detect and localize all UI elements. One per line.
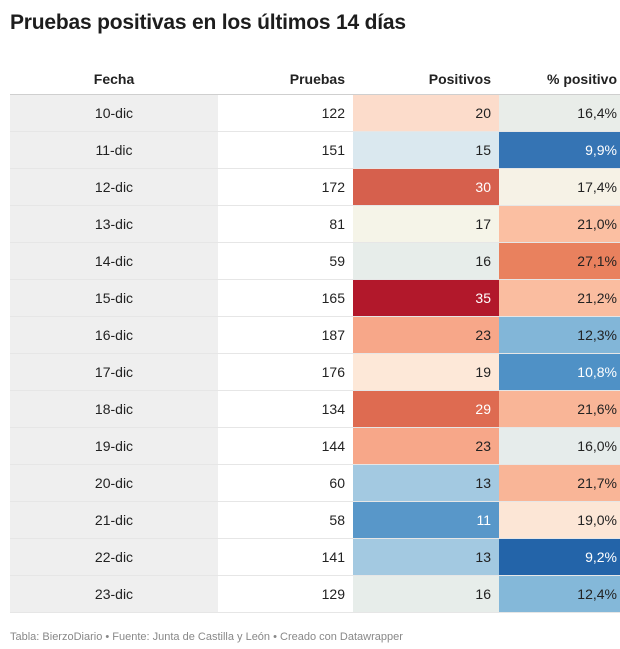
cell-pct-positivo: 12,3%	[499, 316, 620, 354]
cell-fecha: 12-dic	[10, 168, 218, 206]
table-row: 22-dic 141 13 9,2%	[10, 538, 620, 576]
cell-positivos: 35	[353, 279, 499, 317]
cell-positivos: 19	[353, 353, 499, 391]
header-pruebas[interactable]: Pruebas	[218, 64, 353, 95]
table-row: 15-dic 165 35 21,2%	[10, 279, 620, 317]
cell-pruebas: 172	[218, 168, 353, 206]
cell-pct-positivo: 21,7%	[499, 464, 620, 502]
cell-pruebas: 134	[218, 390, 353, 428]
cell-pct-positivo: 12,4%	[499, 575, 620, 613]
cell-positivos: 30	[353, 168, 499, 206]
cell-pct-positivo: 21,6%	[499, 390, 620, 428]
table-header: Fecha Pruebas Positivos % positivo	[10, 64, 620, 95]
header-pct-positivo[interactable]: % positivo	[499, 64, 620, 95]
table-row: 21-dic 58 11 19,0%	[10, 501, 620, 539]
cell-pct-positivo: 10,8%	[499, 353, 620, 391]
cell-pruebas: 141	[218, 538, 353, 576]
table-row: 19-dic 144 23 16,0%	[10, 427, 620, 465]
cell-pct-positivo: 9,9%	[499, 131, 620, 169]
cell-pct-positivo: 19,0%	[499, 501, 620, 539]
cell-pruebas: 122	[218, 94, 353, 132]
cell-pct-positivo: 27,1%	[499, 242, 620, 280]
cell-pruebas: 129	[218, 575, 353, 613]
cell-fecha: 15-dic	[10, 279, 218, 317]
table-row: 23-dic 129 16 12,4%	[10, 575, 620, 613]
cell-pct-positivo: 9,2%	[499, 538, 620, 576]
cell-fecha: 20-dic	[10, 464, 218, 502]
cell-positivos: 29	[353, 390, 499, 428]
cell-fecha: 17-dic	[10, 353, 218, 391]
cell-fecha: 18-dic	[10, 390, 218, 428]
cell-positivos: 13	[353, 538, 499, 576]
cell-positivos: 16	[353, 575, 499, 613]
cell-pct-positivo: 21,0%	[499, 205, 620, 243]
table-row: 18-dic 134 29 21,6%	[10, 390, 620, 428]
cell-pct-positivo: 17,4%	[499, 168, 620, 206]
cell-positivos: 17	[353, 205, 499, 243]
cell-fecha: 14-dic	[10, 242, 218, 280]
cell-pruebas: 60	[218, 464, 353, 502]
cell-pct-positivo: 16,4%	[499, 94, 620, 132]
cell-fecha: 11-dic	[10, 131, 218, 169]
cell-pruebas: 144	[218, 427, 353, 465]
cell-fecha: 23-dic	[10, 575, 218, 613]
cell-fecha: 16-dic	[10, 316, 218, 354]
data-table: Fecha Pruebas Positivos % positivo 10-di…	[10, 64, 620, 613]
table-row: 17-dic 176 19 10,8%	[10, 353, 620, 391]
cell-positivos: 23	[353, 316, 499, 354]
cell-fecha: 13-dic	[10, 205, 218, 243]
chart-title: Pruebas positivas en los últimos 14 días	[10, 11, 406, 34]
header-fecha[interactable]: Fecha	[10, 64, 218, 95]
cell-fecha: 21-dic	[10, 501, 218, 539]
cell-fecha: 19-dic	[10, 427, 218, 465]
table-row: 10-dic 122 20 16,4%	[10, 94, 620, 132]
cell-pruebas: 151	[218, 131, 353, 169]
cell-positivos: 11	[353, 501, 499, 539]
cell-positivos: 20	[353, 94, 499, 132]
cell-pruebas: 58	[218, 501, 353, 539]
cell-positivos: 15	[353, 131, 499, 169]
table-body: 10-dic 122 20 16,4% 11-dic 151 15 9,9% 12-dic 172…	[10, 94, 620, 613]
chart-footer: Tabla: BierzoDiario • Fuente: Junta de C…	[10, 631, 403, 643]
cell-pruebas: 81	[218, 205, 353, 243]
cell-pruebas: 165	[218, 279, 353, 317]
cell-pct-positivo: 21,2%	[499, 279, 620, 317]
cell-pct-positivo: 16,0%	[499, 427, 620, 465]
table-row: 20-dic 60 13 21,7%	[10, 464, 620, 502]
cell-pruebas: 187	[218, 316, 353, 354]
header-row: Fecha Pruebas Positivos % positivo	[10, 64, 620, 95]
table-row: 12-dic 172 30 17,4%	[10, 168, 620, 206]
cell-fecha: 10-dic	[10, 94, 218, 132]
table-row: 16-dic 187 23 12,3%	[10, 316, 620, 354]
table-row: 14-dic 59 16 27,1%	[10, 242, 620, 280]
cell-fecha: 22-dic	[10, 538, 218, 576]
header-positivos[interactable]: Positivos	[353, 64, 499, 95]
cell-pruebas: 176	[218, 353, 353, 391]
cell-positivos: 13	[353, 464, 499, 502]
table-row: 11-dic 151 15 9,9%	[10, 131, 620, 169]
table-row: 13-dic 81 17 21,0%	[10, 205, 620, 243]
cell-pruebas: 59	[218, 242, 353, 280]
cell-positivos: 23	[353, 427, 499, 465]
cell-positivos: 16	[353, 242, 499, 280]
